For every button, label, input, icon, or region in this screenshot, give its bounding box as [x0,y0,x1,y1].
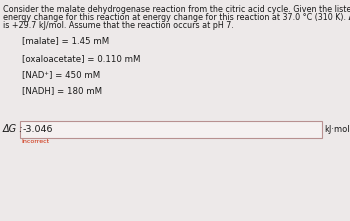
Text: [oxaloacetate] = 0.110 mM: [oxaloacetate] = 0.110 mM [22,54,140,63]
Text: [NADH] = 180 mM: [NADH] = 180 mM [22,86,102,95]
Bar [20,121,322,138]
Text: ΔG :: ΔG : [3,124,23,135]
Text: Consider the malate dehydrogenase reaction from the citric acid cycle. Given the: Consider the malate dehydrogenase reacti… [3,5,350,14]
Text: is +29.7 kJ/mol. Assume that the reaction occurs at pH 7.: is +29.7 kJ/mol. Assume that the reactio… [3,21,234,30]
Text: -3.046: -3.046 [23,125,54,134]
Text: [malate] = 1.45 mM: [malate] = 1.45 mM [22,36,109,45]
Text: [NAD⁺] = 450 mM: [NAD⁺] = 450 mM [22,70,100,79]
Text: Incorrect: Incorrect [21,139,49,144]
Text: energy change for this reaction at energy change for this reaction at 37.0 °C (3: energy change for this reaction at energ… [3,13,350,22]
Text: kJ·mol⁻¹: kJ·mol⁻¹ [324,125,350,134]
